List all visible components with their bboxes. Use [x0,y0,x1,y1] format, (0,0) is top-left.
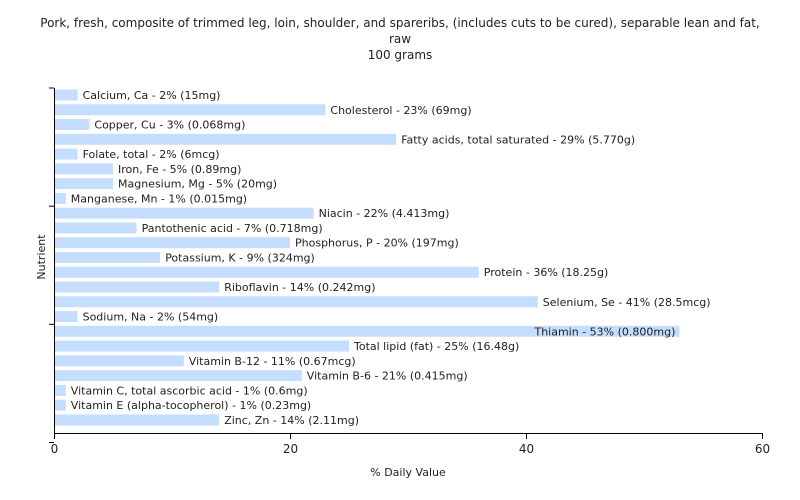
bar [55,296,538,308]
bar-label: Manganese, Mn - 1% (0.015mg) [71,192,247,205]
bar-label: Total lipid (fat) - 25% (16.48g) [353,340,519,353]
bar [55,104,326,116]
bar-label: Cholesterol - 23% (69mg) [330,104,471,117]
x-tick-label: 60 [755,442,770,456]
bar-label: Thiamin - 53% (0.800mg) [533,325,675,338]
bar [55,178,113,190]
bar [55,163,113,175]
bar [55,399,66,411]
bar-label: Protein - 36% (18.25g) [484,266,609,279]
x-axis-title: % Daily Value [370,466,446,479]
bar-label: Niacin - 22% (4.413mg) [319,207,450,220]
bar [55,148,78,160]
bar-label: Riboflavin - 14% (0.242mg) [224,281,375,294]
bar-label: Zinc, Zn - 14% (2.11mg) [224,414,359,427]
bar-label: Vitamin B-12 - 11% (0.67mcg) [189,355,356,368]
chart-title: Pork, fresh, composite of trimmed leg, l… [0,15,800,63]
bar [55,325,680,337]
y-axis-title: Nutrient [35,234,48,280]
bar [55,222,137,234]
bar [55,237,290,249]
bar [55,119,90,131]
bar [55,340,349,352]
bar-label: Folate, total - 2% (6mcg) [83,148,220,161]
bar [55,251,161,263]
chart-title-line-1: Pork, fresh, composite of trimmed leg, l… [40,16,760,30]
bar [55,266,479,278]
bar [55,355,184,367]
axes-layer: 0 20 40 60 [49,87,770,456]
bar [55,192,66,204]
chart-title-line-2: raw [388,32,412,46]
bar [55,207,314,219]
bar-label: Iron, Fe - 5% (0.89mg) [118,163,241,176]
bar [55,89,78,101]
bar-label: Vitamin B-6 - 21% (0.415mg) [307,370,468,383]
bar-label: Potassium, K - 9% (324mg) [165,251,315,264]
x-tick-label: 40 [519,442,534,456]
bar-label: Magnesium, Mg - 5% (20mg) [118,178,277,191]
bar-label: Phosphorus, P - 20% (197mg) [295,237,459,250]
bar-label: Vitamin E (alpha-tocopherol) - 1% (0.23m… [71,399,311,412]
bar [55,311,78,323]
chart-subtitle: 100 grams [367,48,433,62]
bar-label: Pantothenic acid - 7% (0.718mg) [142,222,323,235]
bar [55,384,66,396]
bar-label: Calcium, Ca - 2% (15mg) [83,89,221,102]
bar [55,281,220,293]
bar-label: Fatty acids, total saturated - 29% (5.77… [401,133,635,146]
x-tick-label: 0 [51,442,59,456]
bar-label: Sodium, Na - 2% (54mg) [83,311,219,324]
bars-layer: Calcium, Ca - 2% (15mg) Cholesterol - 23%… [55,89,711,427]
bar [55,133,397,145]
x-tick-label: 20 [283,442,298,456]
bar [55,414,220,426]
bar-label: Copper, Cu - 3% (0.068mg) [94,119,245,132]
bar-label: Vitamin C, total ascorbic acid - 1% (0.6… [71,384,308,397]
bar [55,370,302,382]
bar-label: Selenium, Se - 41% (28.5mcg) [543,296,711,309]
